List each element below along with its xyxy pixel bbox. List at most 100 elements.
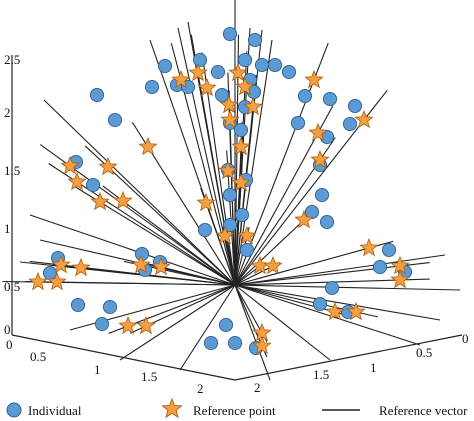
individual-point — [312, 296, 328, 312]
reference-point — [98, 156, 118, 176]
individual-point — [192, 52, 208, 68]
legend-reference-vector-label: Reference vector — [379, 403, 468, 418]
reference-point — [228, 62, 248, 82]
reference-point — [151, 256, 171, 276]
individual-point — [157, 58, 173, 74]
reference-point — [359, 237, 379, 257]
individual-point — [322, 91, 338, 107]
legend-individual-marker — [6, 402, 22, 418]
reference-point — [47, 271, 67, 291]
vertical-tick-label: 2.5 — [4, 52, 20, 67]
vertical-tick-label: 1 — [4, 221, 11, 236]
individual-point — [94, 316, 110, 332]
reference-point — [215, 225, 235, 245]
vertical-tick-label: 0.5 — [4, 279, 20, 294]
individual-point — [319, 214, 335, 230]
reference-point — [235, 76, 255, 96]
reference-point — [263, 255, 283, 275]
vertical-tick-label: 1.5 — [4, 163, 20, 178]
vertical-tick-label: 2 — [4, 105, 11, 120]
individual-point — [42, 265, 58, 281]
left-axis-tick-label: 1 — [94, 362, 101, 377]
left-horizontal-axis — [11, 334, 236, 381]
individual-point — [210, 64, 226, 80]
reference-point — [231, 172, 251, 192]
reference-vector — [119, 284, 236, 361]
reference-point — [118, 315, 138, 335]
reference-vector — [149, 39, 236, 286]
left-axis-tick-label: 1.5 — [141, 369, 157, 384]
reference-point — [294, 209, 314, 229]
reference-point — [188, 62, 208, 82]
reference-point — [67, 171, 87, 191]
reference-vector — [234, 27, 251, 286]
reference-vector — [234, 284, 441, 321]
individual-point — [222, 26, 238, 42]
individual-point — [89, 87, 105, 103]
tick-labels: 0 0.5 1 1.5 2 2.5 0 0.5 1 1.5 2 0 0.5 1 1.5 2 — [4, 52, 469, 396]
reference-point — [90, 191, 110, 211]
reference-point — [390, 269, 410, 289]
individual-point — [222, 187, 238, 203]
individual-point — [197, 222, 213, 238]
reference-vector — [234, 29, 263, 286]
individual-point — [239, 242, 255, 258]
reference-point — [220, 109, 240, 129]
reference-point — [325, 301, 345, 321]
reference-point — [310, 149, 330, 169]
right-axis-tick-label: 1.5 — [313, 367, 329, 382]
reference-point — [113, 190, 133, 210]
reference-point — [51, 254, 71, 274]
reference-vector — [43, 99, 236, 286]
left-axis-tick-label: 0 — [6, 337, 13, 352]
reference-vector — [234, 284, 271, 381]
individual-point — [107, 112, 123, 128]
individual-point — [281, 64, 297, 80]
reference-vector — [234, 284, 421, 346]
reference-vector — [234, 284, 461, 291]
individual-point — [237, 52, 253, 68]
reference-vector — [234, 284, 331, 361]
individual-point — [85, 177, 101, 193]
individual-point — [227, 335, 243, 351]
reference-point — [231, 136, 251, 156]
reference-vector — [179, 284, 236, 371]
individual-point — [247, 32, 263, 48]
right-axis-tick-label: 2 — [254, 380, 261, 395]
individual-point — [297, 88, 313, 104]
reference-point — [71, 257, 91, 277]
reference-point — [197, 77, 217, 97]
axes — [11, 0, 463, 381]
reference-point — [28, 271, 48, 291]
individual-point — [267, 57, 283, 73]
individual-point — [347, 98, 363, 114]
individual-point — [342, 116, 358, 132]
reference-point — [219, 94, 239, 114]
individual-point — [324, 280, 340, 296]
reference-point — [218, 160, 238, 180]
reference-vector — [29, 214, 236, 286]
reference-vector — [234, 39, 273, 286]
reference-point — [60, 155, 80, 175]
individual-point — [102, 299, 118, 315]
reference-point — [243, 96, 263, 116]
reference-point — [346, 301, 366, 321]
individual-point — [144, 79, 160, 95]
legend-reference-point-marker — [161, 397, 183, 419]
reference-vector — [177, 27, 236, 286]
individual-point — [214, 87, 230, 103]
reference-point — [308, 122, 328, 142]
reference-point — [131, 254, 151, 274]
legend-individual-label: Individual — [28, 403, 82, 418]
individual-point — [233, 122, 249, 138]
reference-point — [171, 69, 191, 89]
individual-point — [234, 207, 250, 223]
individual-points — [42, 26, 413, 356]
reference-point — [196, 192, 216, 212]
individual-point — [70, 297, 86, 313]
reference-point — [138, 136, 158, 156]
reference-point — [354, 109, 374, 129]
reference-vector — [234, 254, 446, 286]
